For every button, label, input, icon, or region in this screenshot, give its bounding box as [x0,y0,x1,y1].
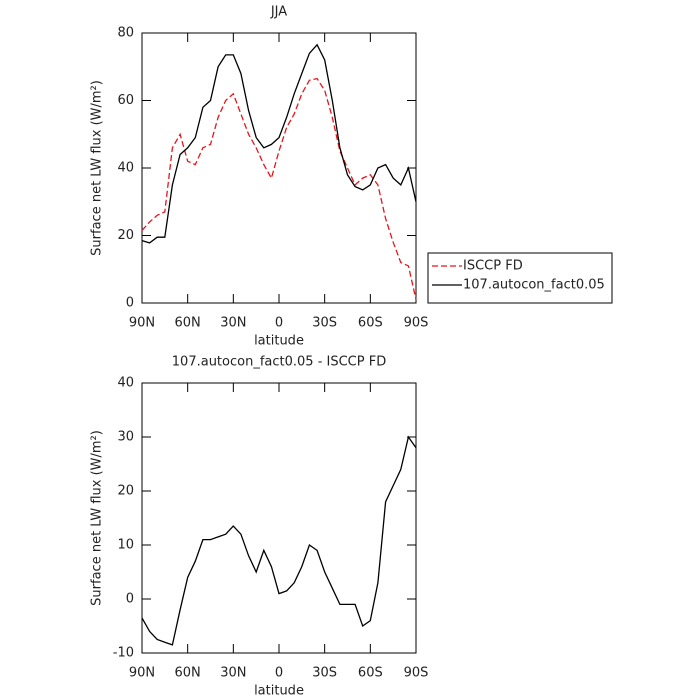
y-tick-label: 0 [126,296,134,311]
y-tick-label: 40 [117,161,134,176]
y-axis-label: Surface net LW flux (W/m²) [90,80,105,256]
chart-title: 107.autocon_fact0.05 - ISCCP FD [172,355,386,370]
y-tick-label: 20 [117,484,134,499]
y-tick-label: 30 [117,430,134,445]
x-tick-label: 90N [129,666,155,681]
x-tick-label: 30N [220,316,246,331]
x-tick-label: 30S [312,666,337,681]
chart-title: JJA [270,5,287,20]
x-tick-label: 0 [275,316,283,331]
plot-frame [141,32,417,304]
x-tick-label: 30S [312,316,337,331]
y-tick-label: 60 [117,93,134,108]
y-tick-label: 0 [126,592,134,607]
x-tick-label: 90S [404,666,429,681]
y-axis-label: Surface net LW flux (W/m²) [90,430,105,606]
legend-label: ISCCP FD [463,259,523,274]
x-tick-label: 90S [404,316,429,331]
x-axis-label: latitude [254,684,304,699]
x-axis-label: latitude [254,334,304,349]
series-line [141,77,417,300]
x-tick-label: 60N [175,316,201,331]
x-tick-label: 60S [358,316,383,331]
y-tick-label: 10 [117,538,134,553]
y-tick-label: 40 [117,376,134,391]
x-tick-label: 90N [129,316,155,331]
x-tick-label: 0 [275,666,283,681]
y-tick-label: 20 [117,228,134,243]
x-tick-label: 60S [358,666,383,681]
legend-box [427,252,613,304]
x-tick-label: 30N [220,666,246,681]
y-tick-label: -10 [113,646,134,661]
series-line [141,43,417,244]
plot-frame [141,382,417,654]
series-line [141,435,417,646]
y-tick-label: 80 [117,26,134,41]
legend-label: 107.autocon_fact0.05 [463,278,605,293]
x-tick-label: 60N [175,666,201,681]
